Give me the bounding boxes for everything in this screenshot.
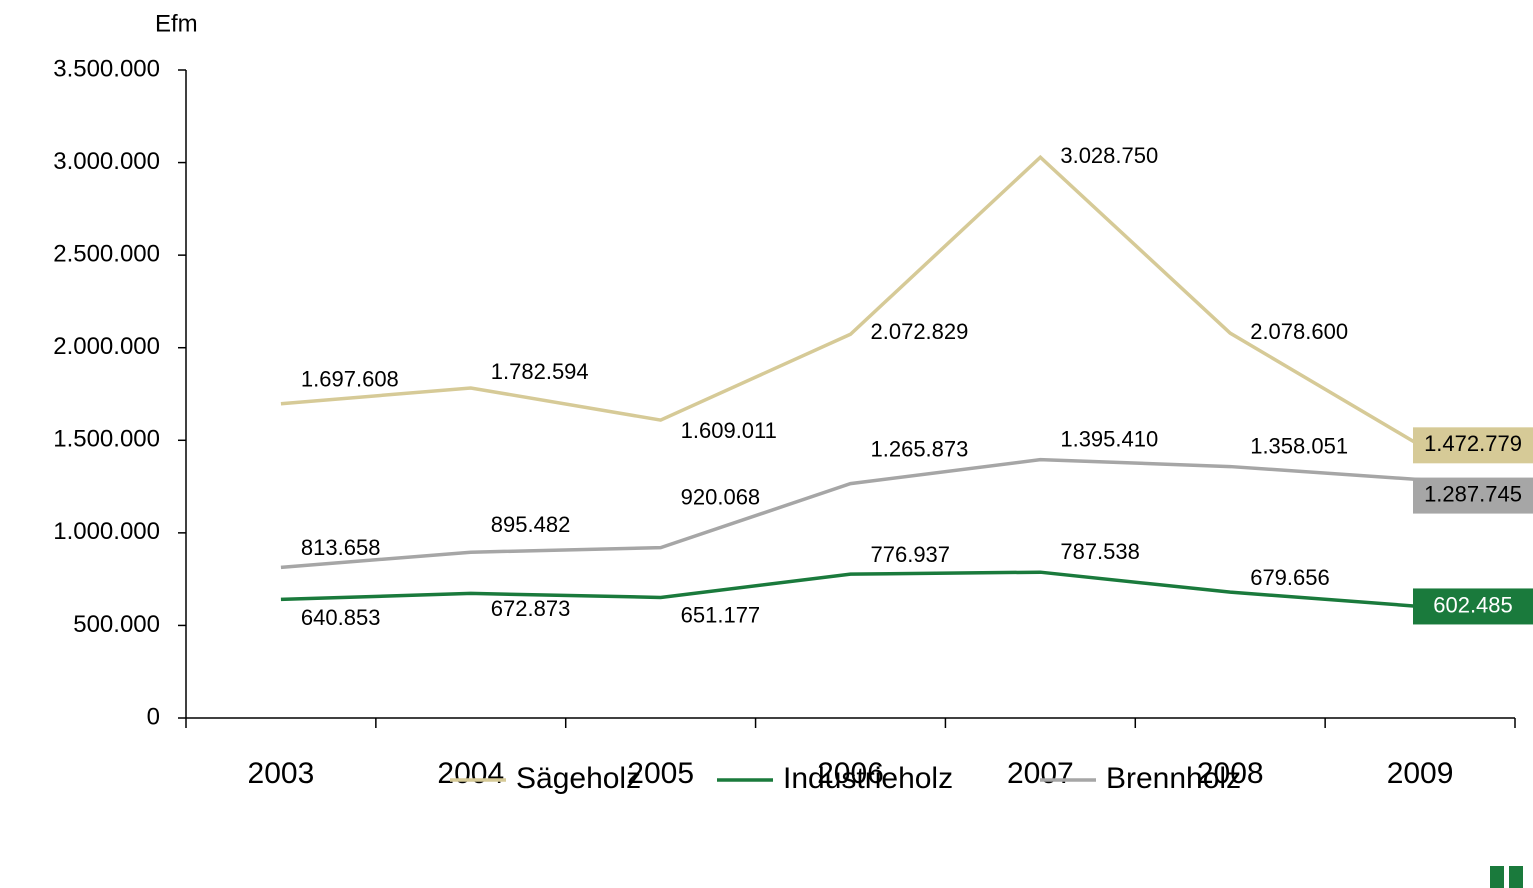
- y-tick-label: 3.500.000: [53, 55, 160, 82]
- series-line: [280, 154, 1421, 447]
- value-label: 640.853: [301, 605, 381, 630]
- value-label: 1.395.410: [1060, 426, 1158, 451]
- value-label: 651.177: [681, 602, 761, 627]
- value-label: 1.265.873: [871, 436, 969, 461]
- y-tick-label: 500.000: [73, 611, 160, 638]
- x-tick-label: 2007: [1007, 757, 1074, 790]
- value-label: 895.482: [491, 512, 571, 537]
- value-label: 787.538: [1060, 539, 1140, 564]
- x-tick-label: 2005: [627, 757, 694, 790]
- value-label: 672.873: [491, 596, 571, 621]
- value-label: 602.485: [1433, 592, 1513, 617]
- y-tick-label: 0: [147, 703, 160, 730]
- legend-label: Brennholz: [1106, 762, 1241, 795]
- value-label: 1.782.594: [491, 359, 589, 384]
- y-tick-label: 2.000.000: [53, 333, 160, 360]
- value-label: 3.028.750: [1060, 143, 1158, 168]
- x-tick-label: 2003: [248, 757, 315, 790]
- value-label: 776.937: [871, 542, 951, 567]
- y-tick-label: 2.500.000: [53, 240, 160, 267]
- value-label-box: [1413, 427, 1533, 464]
- value-label: 2.072.829: [871, 319, 969, 344]
- value-label: 920.068: [681, 484, 761, 509]
- legend-label: Industrieholz: [783, 762, 953, 795]
- value-label: 813.658: [301, 535, 381, 560]
- legend-label: Sägeholz: [516, 762, 641, 795]
- x-tick-label: 2004: [437, 757, 504, 790]
- value-label: 679.656: [1250, 565, 1330, 590]
- x-tick-label: 2009: [1387, 757, 1454, 790]
- x-tick-label: 2008: [1197, 757, 1264, 790]
- value-label-box: [1413, 477, 1533, 514]
- logo: [1509, 866, 1523, 888]
- y-tick-label: 1.500.000: [53, 426, 160, 453]
- series-line: [280, 570, 1421, 609]
- value-label: 1.609.011: [681, 418, 777, 443]
- y-tick-label: 3.000.000: [53, 148, 160, 175]
- logo: [1490, 866, 1504, 888]
- value-label: 2.078.600: [1250, 319, 1348, 344]
- value-label-box: [1413, 588, 1533, 625]
- y-tick-label: 1.000.000: [53, 518, 160, 545]
- series-line: [280, 457, 1421, 570]
- value-label: 1.287.745: [1424, 481, 1522, 506]
- y-axis-label: Efm: [155, 10, 198, 37]
- value-label: 1.358.051: [1250, 433, 1348, 458]
- value-label: 1.472.779: [1424, 431, 1522, 456]
- x-tick-label: 2006: [817, 757, 884, 790]
- value-label: 1.697.608: [301, 367, 399, 392]
